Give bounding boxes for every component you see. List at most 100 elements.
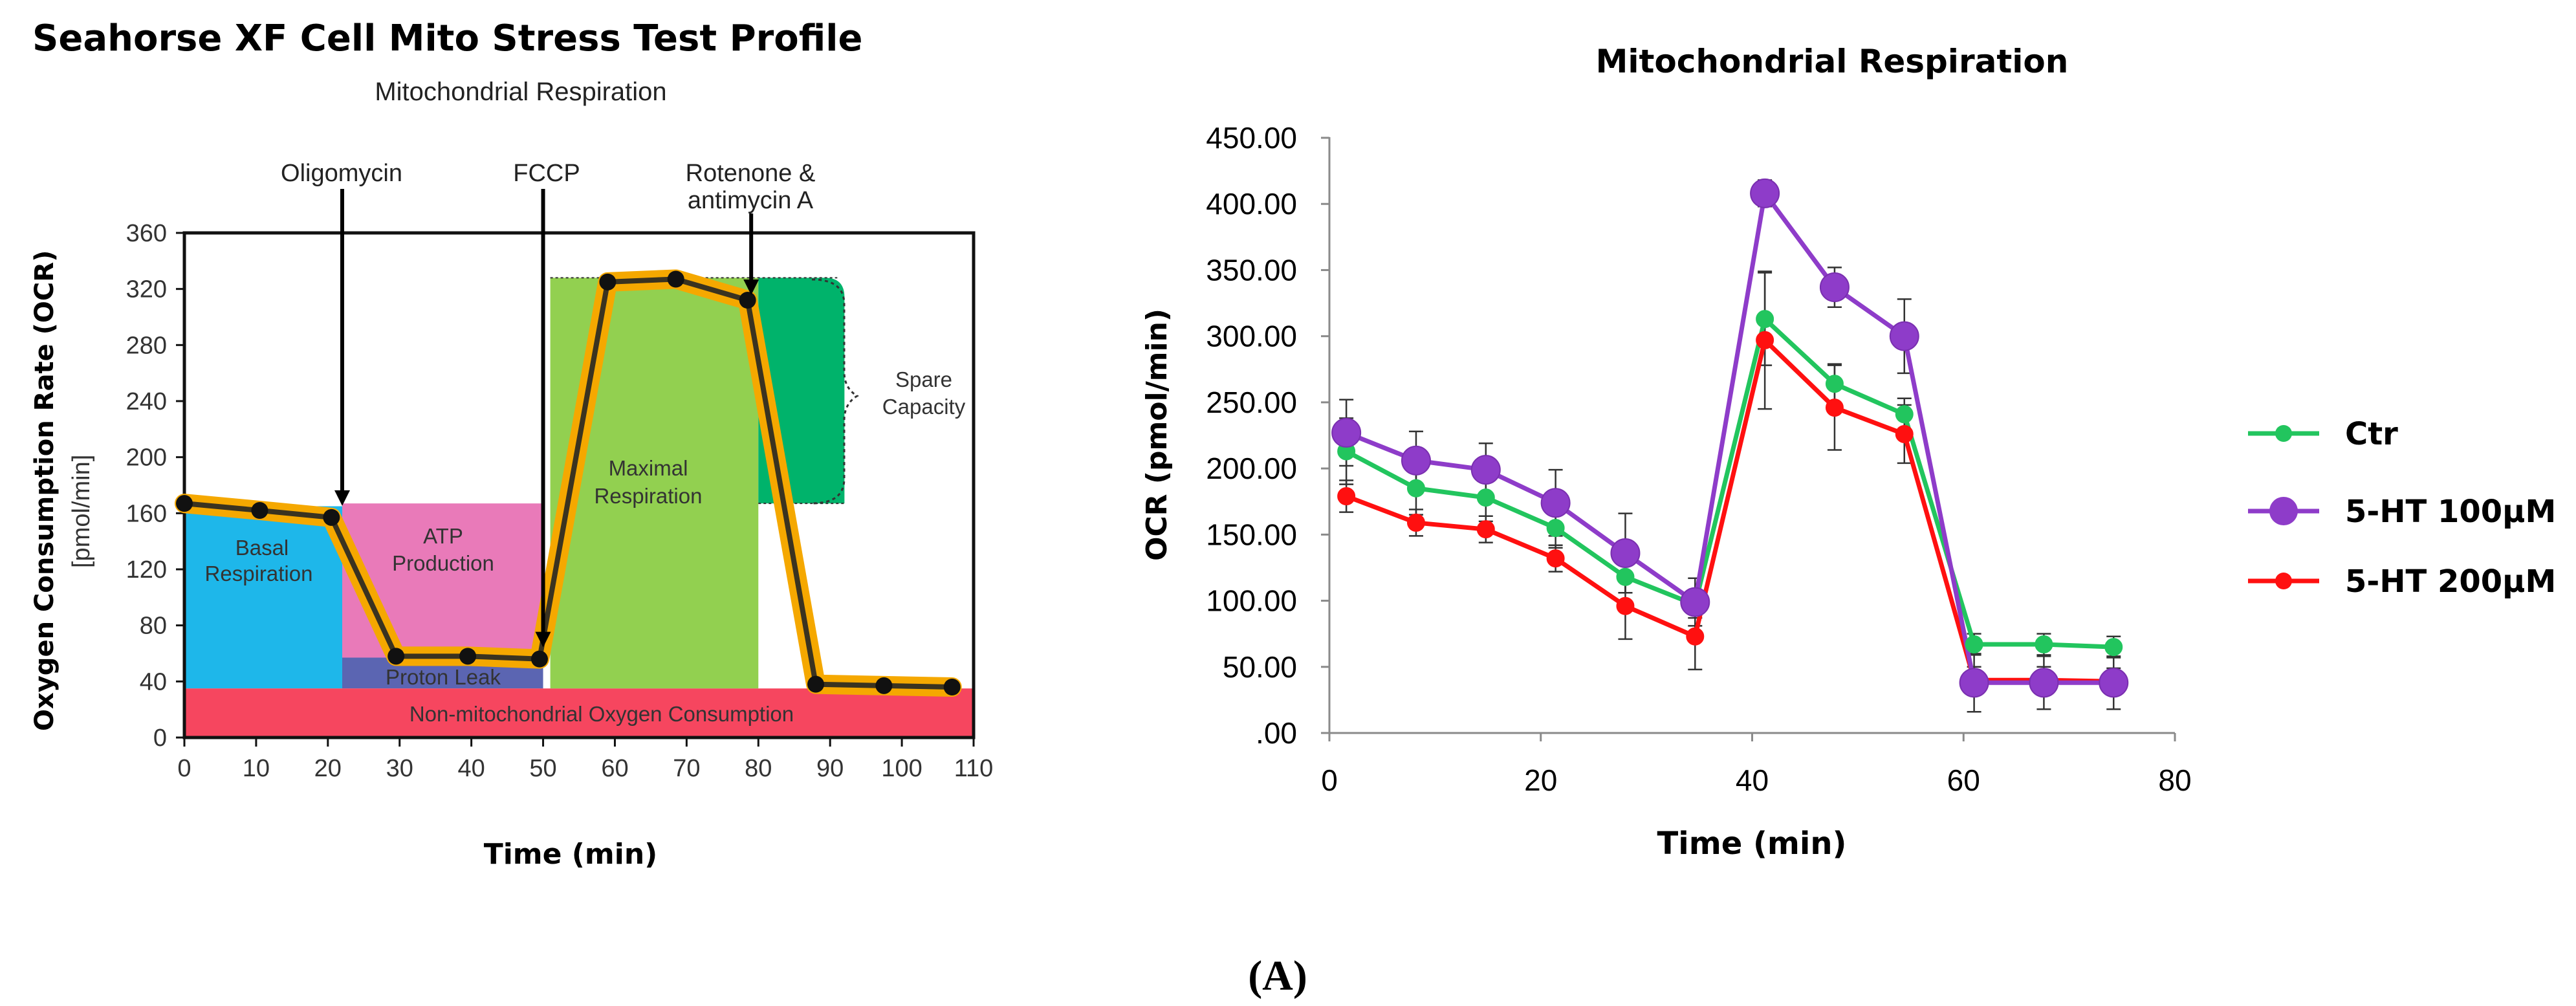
data-point-ctr	[2035, 635, 2053, 654]
data-point-5-ht-200-m	[1546, 549, 1565, 568]
right-y-tick-label: 400.00	[1206, 187, 1297, 221]
left-y-title-line1: Oxygen Consumption Rate (OCR)	[30, 250, 60, 731]
data-point-ctr	[1965, 635, 1983, 654]
right-x-title: Time (min)	[1657, 826, 1847, 862]
left-x-tick-label: 70	[673, 755, 700, 782]
left-x-tick-label: 110	[954, 755, 994, 782]
right-y-tick-label: .00	[1256, 716, 1297, 750]
left-y-tick-label: 160	[126, 500, 167, 527]
data-point-5-ht-100-m	[2029, 668, 2059, 698]
data-point-ctr	[1616, 567, 1635, 586]
data-point-5-ht-100-m	[1470, 455, 1501, 485]
legend-marker-5-ht-100-m	[2269, 497, 2298, 525]
left-x-tick-label: 90	[816, 755, 844, 782]
left-region-labels: Basal Respiration ATP Production Proton …	[205, 367, 966, 726]
proton-leak-label: Proton Leak	[386, 665, 501, 689]
maximal-label-line2: Respiration	[595, 484, 703, 508]
left-x-tick-label: 10	[243, 755, 270, 782]
data-point-5-ht-200-m	[1756, 331, 1774, 349]
left-trace-line	[184, 276, 952, 690]
left-x-axis: 0 10 20 30 40 50 60 70 80 90 100 110	[177, 738, 993, 782]
atp-label-line2: Production	[392, 551, 494, 575]
region-basal-respiration	[184, 506, 342, 689]
data-point-5-ht-200-m	[1895, 424, 1914, 443]
data-point-5-ht-200-m	[1686, 627, 1705, 646]
figure-label: (A)	[1248, 952, 1307, 1000]
data-point-ctr	[2104, 638, 2123, 657]
spare-label-line2: Capacity	[882, 395, 966, 419]
left-x-title: Time (min)	[484, 838, 658, 871]
spare-capacity-brace	[811, 278, 859, 505]
legend-marker-5-ht-200-m	[2275, 573, 2292, 589]
left-data-point	[459, 648, 477, 665]
data-point-5-ht-100-m	[1610, 538, 1641, 568]
left-data-point	[667, 270, 684, 288]
left-y-tick-label: 40	[140, 668, 167, 695]
left-y-tick-label: 280	[126, 332, 167, 359]
right-y-tick-label: 450.00	[1206, 121, 1297, 155]
legend-label-5-ht-200-m: 5-HT 200µM	[2345, 563, 2556, 600]
series-line-5-ht-100-m	[1345, 191, 2114, 685]
data-point-ctr	[1476, 488, 1495, 507]
maximal-label-line1: Maximal	[609, 456, 688, 480]
left-y-tick-label: 200	[126, 444, 167, 472]
left-y-tick-label: 320	[126, 276, 167, 303]
right-x-axis: 0 20 40 60 80	[1321, 733, 2192, 797]
right-chart-title: Mitochondrial Respiration	[1596, 43, 2069, 80]
left-chart-header: Seahorse XF Cell Mito Stress Test Profil…	[32, 17, 862, 60]
right-x-tick-label: 60	[1947, 763, 1980, 797]
left-data-point	[739, 292, 756, 309]
region-non-mitochondrial-oxygen-consumption	[184, 688, 974, 738]
right-y-tick-label: 200.00	[1206, 452, 1297, 485]
injection-annotations: Oligomycin FCCP Rotenone & antimycin A	[281, 160, 815, 214]
left-data-point	[531, 650, 548, 668]
left-data-point	[599, 273, 617, 290]
data-point-5-ht-200-m	[1476, 520, 1495, 539]
right-y-tick-label: 150.00	[1206, 518, 1297, 551]
data-point-ctr	[1406, 479, 1425, 498]
data-point-ctr	[1895, 405, 1914, 424]
left-data-point	[943, 679, 961, 695]
data-point-5-ht-100-m	[2099, 668, 2129, 698]
injection-arrow-head	[334, 490, 350, 506]
left-data-point	[176, 495, 193, 512]
left-ocr-trace	[175, 269, 962, 697]
legend-label-ctr: Ctr	[2345, 416, 2398, 452]
right-x-tick-label: 0	[1321, 763, 1338, 797]
oligomycin-label: Oligomycin	[281, 160, 402, 187]
right-x-tick-label: 80	[2158, 763, 2191, 797]
data-point-5-ht-100-m	[1540, 488, 1571, 518]
injection-arrow-head	[743, 279, 759, 295]
left-x-tick-label: 60	[601, 755, 628, 782]
data-point-5-ht-200-m	[1825, 399, 1844, 417]
left-region-group	[184, 277, 974, 738]
right-y-tick-label: 50.00	[1223, 650, 1297, 684]
rotenone-label-line1: Rotenone &	[686, 160, 816, 187]
nonmito-label: Non-mitochondrial Oxygen Consumption	[409, 702, 794, 726]
right-y-tick-label: 100.00	[1206, 584, 1297, 618]
left-y-axis: 0 40 80 120 160 200 240 280 320 360	[126, 220, 184, 752]
basal-label-line1: Basal	[235, 536, 289, 560]
series-line-ctr	[1345, 316, 2114, 650]
data-point-5-ht-100-m	[1680, 587, 1710, 617]
data-point-ctr	[1756, 310, 1774, 329]
right-y-tick-label: 250.00	[1206, 386, 1297, 419]
left-x-tick-label: 0	[177, 755, 191, 782]
left-data-point	[875, 677, 893, 694]
fccp-label: FCCP	[513, 160, 580, 187]
legend-marker-ctr	[2275, 425, 2292, 442]
left-y-tick-label: 360	[126, 220, 167, 247]
atp-label-line1: ATP	[423, 524, 463, 548]
right-legend: Ctr 5-HT 100µM 5-HT 200µM	[2248, 416, 2556, 600]
left-y-tick-label: 120	[126, 556, 167, 584]
right-y-tick-label: 350.00	[1206, 253, 1297, 287]
left-y-title-line2: [pmol/min]	[68, 455, 95, 568]
data-point-5-ht-100-m	[1750, 178, 1780, 208]
data-point-5-ht-100-m	[1819, 272, 1850, 303]
left-x-tick-label: 30	[386, 755, 413, 782]
data-point-5-ht-100-m	[1889, 321, 1919, 351]
data-point-5-ht-100-m	[1401, 445, 1431, 476]
left-x-tick-label: 100	[881, 755, 922, 782]
left-x-tick-label: 40	[457, 755, 485, 782]
legend-label-5-ht-100-m: 5-HT 100µM	[2345, 494, 2556, 530]
